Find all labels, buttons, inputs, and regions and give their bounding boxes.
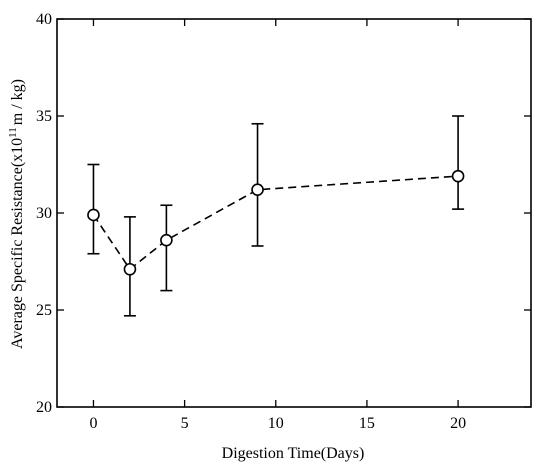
y-tick-label: 35 bbox=[36, 108, 52, 125]
y-axis-title-prefix: Average Specific Resistance(x10 bbox=[9, 138, 26, 349]
data-point bbox=[123, 262, 137, 276]
y-tick-label: 40 bbox=[36, 11, 52, 28]
ticks-layer: 0 5 10 15 20 20 25 30 35 40 bbox=[36, 11, 531, 432]
x-tick-label: 20 bbox=[450, 415, 466, 432]
y-tick-label: 20 bbox=[36, 399, 52, 416]
plot-frame bbox=[56, 18, 532, 408]
data-point bbox=[87, 208, 100, 222]
x-axis-title: Digestion Time(Days) bbox=[222, 445, 365, 462]
y-axis-title-superscript: 11 bbox=[7, 127, 19, 138]
x-tick-label: 10 bbox=[268, 415, 284, 432]
x-tick-label: 15 bbox=[359, 415, 375, 432]
series-line bbox=[92, 175, 459, 271]
y-axis-title: Average Specific Resistance(x1011 m / kg) bbox=[7, 79, 26, 349]
x-tick-label: 5 bbox=[181, 415, 189, 432]
data-point bbox=[451, 169, 465, 183]
data-point bbox=[160, 233, 173, 247]
y-tick-label: 25 bbox=[36, 302, 52, 319]
series-layer bbox=[87, 115, 465, 317]
y-tick-label: 30 bbox=[36, 205, 52, 222]
y-axis-title-suffix: m / kg) bbox=[9, 79, 26, 125]
data-point bbox=[251, 183, 264, 197]
x-tick-label: 0 bbox=[89, 415, 97, 432]
